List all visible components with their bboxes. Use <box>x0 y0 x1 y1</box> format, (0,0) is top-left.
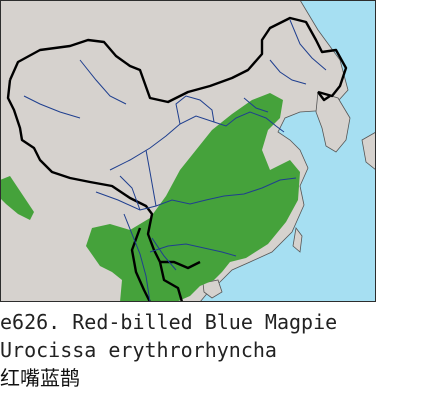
japan-island <box>361 131 376 171</box>
river-mekong <box>123 213 151 302</box>
river-hai <box>243 97 269 113</box>
river-tributary-1 <box>119 175 141 211</box>
caption-common-name: e626. Red-billed Blue Magpie <box>0 310 338 334</box>
border-laos-vietnam <box>158 261 184 302</box>
border-korea <box>317 91 331 102</box>
caption-chinese-name: 红嘴蓝鹊 <box>0 366 80 390</box>
species-caption: e626. Red-billed Blue Magpie Urocissa er… <box>0 308 436 392</box>
range-map <box>0 0 376 302</box>
river-yangtze <box>95 177 297 211</box>
river-northeast <box>269 59 307 85</box>
map-frame <box>0 0 376 302</box>
river-pearl <box>149 243 237 257</box>
distribution-range-main <box>86 93 300 302</box>
border-china-south <box>160 260 201 270</box>
river-yellow-loop <box>175 95 215 125</box>
hainan-island <box>202 279 223 299</box>
distribution-range-west <box>0 176 34 220</box>
taiwan-island <box>292 227 303 253</box>
river-north-1 <box>79 59 127 105</box>
river-red <box>151 237 177 271</box>
river-tributary-2 <box>145 149 157 207</box>
border-indochina <box>130 227 152 302</box>
border-china-west <box>6 79 162 263</box>
river-amur <box>289 19 327 71</box>
river-north-2 <box>23 95 81 119</box>
caption-scientific-name: Urocissa erythrorhyncha <box>0 338 277 362</box>
korea-peninsula <box>315 91 351 153</box>
border-china-north <box>8 16 348 104</box>
